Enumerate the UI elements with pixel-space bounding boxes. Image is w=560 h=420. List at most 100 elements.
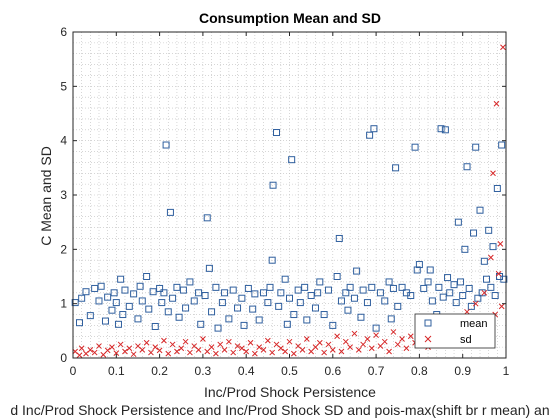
sd-point — [78, 345, 85, 352]
mean-point — [320, 311, 328, 319]
sd-point — [403, 345, 410, 352]
mean-point — [476, 206, 484, 214]
mean-point — [483, 275, 491, 283]
sd-point — [148, 349, 154, 356]
mean-point — [108, 306, 116, 314]
mean-point — [389, 284, 397, 292]
mean-point — [392, 164, 400, 172]
sd-point — [490, 170, 496, 177]
x-tick-label: 0.5 — [281, 364, 298, 378]
mean-point — [117, 275, 125, 283]
sd-point — [500, 44, 506, 51]
sd-point — [290, 350, 297, 357]
sd-point — [269, 349, 276, 356]
sd-point — [360, 341, 366, 348]
x-tick-label: 0.8 — [411, 364, 428, 378]
mean-point — [110, 289, 118, 297]
sd-point — [373, 332, 379, 339]
sd-point — [243, 348, 250, 355]
y-tick-label: 5 — [60, 79, 67, 93]
sd-point — [386, 348, 392, 355]
x-tick-label: 0.4 — [238, 364, 255, 378]
mean-point — [201, 292, 209, 300]
mean-point — [463, 163, 471, 171]
sd-point — [347, 344, 353, 350]
y-axis-label: C Mean and SD — [38, 146, 54, 246]
mean-point — [337, 297, 345, 305]
mean-point — [498, 141, 506, 149]
mean-point — [411, 143, 419, 151]
mean-point — [333, 273, 341, 280]
x-axis-label: Inc/Prod Shock Persistence — [204, 384, 376, 400]
mean-point — [134, 315, 142, 323]
mean-point — [268, 256, 276, 264]
mean-point — [277, 289, 285, 297]
sd-point — [230, 349, 237, 356]
x-tick-label: 0.3 — [195, 364, 212, 378]
sd-point — [368, 345, 375, 352]
sd-point — [325, 341, 332, 348]
mean-point — [314, 289, 322, 297]
y-axis-ticks: 0 1 2 3 4 5 6 — [60, 25, 506, 365]
sd-point — [139, 346, 146, 353]
mean-point — [465, 284, 473, 292]
sd-point — [130, 351, 137, 358]
sd-point — [152, 344, 159, 350]
sd-point — [321, 349, 327, 356]
mean-point — [485, 226, 493, 234]
mean-point — [266, 283, 274, 291]
sd-point — [497, 241, 504, 247]
mean-point — [260, 289, 268, 297]
mean-point — [145, 305, 153, 313]
sd-point — [247, 339, 254, 346]
sd-point — [312, 344, 319, 350]
mean-point — [166, 208, 174, 216]
mean-point — [303, 316, 311, 324]
mean-point — [214, 324, 222, 332]
sd-point — [96, 343, 102, 349]
mean-point — [101, 317, 109, 325]
mean-point — [342, 289, 350, 297]
sd-point — [208, 344, 215, 350]
sd-point — [221, 346, 228, 353]
mean-point — [104, 293, 112, 301]
mean-point — [296, 299, 304, 307]
mean-point — [329, 321, 337, 329]
sd-point — [122, 348, 128, 355]
sd-point — [381, 338, 388, 345]
mean-point — [164, 308, 172, 316]
mean-point — [208, 308, 216, 316]
mean-point — [489, 243, 497, 251]
mean-series — [71, 125, 508, 332]
sd-point — [316, 339, 323, 346]
mean-point — [350, 294, 358, 302]
legend-sd-label: sd — [460, 334, 472, 346]
mean-point — [75, 319, 83, 327]
mean-point — [335, 234, 343, 242]
mean-point — [78, 294, 86, 302]
mean-point — [370, 125, 378, 133]
mean-point — [82, 288, 90, 296]
sd-point — [342, 338, 349, 345]
sd-point — [355, 346, 362, 353]
sd-point — [394, 341, 401, 348]
sd-point — [407, 333, 414, 340]
mean-point — [71, 299, 79, 307]
mean-point — [366, 131, 374, 139]
mean-point — [346, 283, 354, 291]
sd-point — [182, 338, 189, 345]
mean-point — [441, 126, 449, 134]
y-tick-label: 2 — [60, 242, 67, 256]
mean-point — [353, 267, 361, 275]
mean-point — [112, 299, 120, 307]
mean-point — [264, 299, 272, 307]
sd-point — [174, 348, 180, 355]
x-tick-label: 0.1 — [108, 364, 125, 378]
mean-point — [138, 297, 146, 305]
y-tick-label: 4 — [60, 134, 67, 148]
mean-point — [500, 275, 508, 283]
mean-point — [472, 143, 480, 151]
sd-point — [204, 348, 211, 355]
mean-point — [186, 278, 194, 286]
sd-point — [117, 341, 124, 348]
